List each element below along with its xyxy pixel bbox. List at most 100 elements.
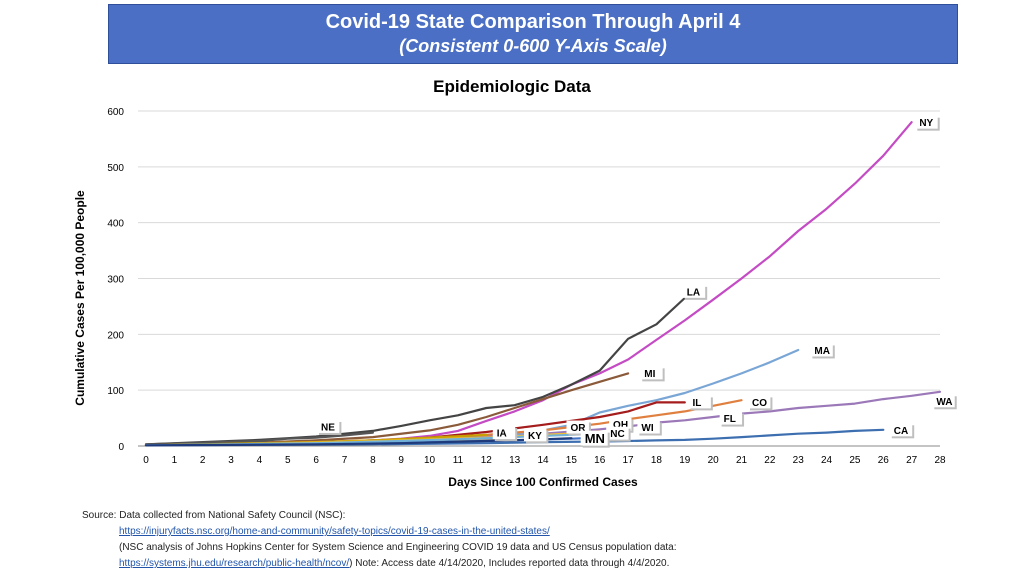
source-link-jhu[interactable]: https://systems.jhu.edu/research/public-… (119, 558, 350, 569)
data-label-box (640, 366, 663, 380)
x-tick-label: 13 (509, 455, 521, 466)
data-label-text: LA (687, 287, 700, 298)
x-tick-label: 22 (764, 455, 776, 466)
y-tick-label: 600 (107, 107, 124, 118)
data-label-text: NY (919, 118, 933, 129)
data-label-box (566, 420, 589, 434)
x-tick-label: 6 (313, 455, 319, 466)
x-tick-label: 10 (424, 455, 436, 466)
x-tick-label: 19 (679, 455, 691, 466)
source-link-nsc[interactable]: https://injuryfacts.nsc.org/home-and-com… (119, 526, 550, 537)
y-tick-label: 0 (118, 442, 124, 453)
source-note-text: ) Note: Access date 4/14/2020, Includes … (349, 558, 670, 569)
y-axis-label: Cumulative Cases Per 100,000 People (73, 190, 87, 406)
data-label-box (637, 420, 660, 434)
x-tick-label: 27 (906, 455, 918, 466)
x-tick-label: 2 (200, 455, 206, 466)
series-labels: NY LA MA MI IL CO WA CA NE IA KY OR OH FL WI NC MN (316, 115, 957, 448)
x-tick-label: 12 (481, 455, 493, 466)
data-label-box (932, 394, 955, 408)
data-label-ma: MA (810, 343, 835, 359)
x-tick-label: 9 (398, 455, 404, 466)
source-line-2: (NSC analysis of Johns Hopkins Center fo… (119, 542, 677, 553)
data-label-box (606, 426, 629, 440)
data-label-text: MA (814, 346, 830, 357)
data-label-box (523, 428, 547, 442)
y-tick-label: 300 (107, 275, 124, 286)
data-label-ia: IA (492, 426, 518, 442)
data-label-box (915, 115, 938, 129)
series-line-ca (144, 428, 885, 447)
data-label-text: WI (641, 423, 653, 434)
chart-title: Epidemiologic Data (433, 77, 591, 96)
line-chart: Epidemiologic Data 0 100 200 300 400 500 600 0 1… (73, 77, 957, 489)
data-label-text: KY (528, 431, 542, 442)
x-tick-label: 25 (849, 455, 861, 466)
series-lines (144, 121, 942, 447)
data-label-text: FL (724, 414, 736, 425)
x-tick-label: 0 (143, 455, 149, 466)
banner-title: Covid-19 State Comparison Through April … (325, 11, 741, 33)
x-axis-label: Days Since 100 Confirmed Cases (448, 475, 638, 489)
source-line-1: Source: Data collected from National Saf… (82, 510, 346, 521)
x-tick-label: 7 (342, 455, 348, 466)
data-label-la: LA (682, 284, 708, 300)
data-label-text: NE (321, 422, 335, 433)
y-tick-label: 200 (107, 330, 124, 341)
data-label-text: MN (585, 431, 605, 446)
data-label-text: IL (692, 398, 701, 409)
x-tick-label: 21 (736, 455, 748, 466)
x-tick-label: 15 (566, 455, 578, 466)
data-label-text: CA (894, 426, 908, 437)
data-label-text: CO (752, 398, 767, 409)
x-tick-label: 17 (623, 455, 635, 466)
data-label-box (688, 395, 711, 409)
x-tick-label: 28 (934, 455, 946, 466)
data-label-text: MI (644, 369, 655, 380)
x-tick-label: 16 (594, 455, 606, 466)
y-tick-label: 400 (107, 219, 124, 230)
x-tick-label: 18 (651, 455, 663, 466)
data-label-text: WA (936, 397, 952, 408)
data-label-box (748, 395, 771, 409)
y-tick-label: 100 (107, 386, 124, 397)
data-label-wa: WA (932, 394, 957, 410)
data-label-text: OR (571, 423, 587, 434)
y-tick-label: 500 (107, 163, 124, 174)
x-tick-label: 3 (228, 455, 234, 466)
data-label-ny: NY (915, 115, 940, 131)
data-label-ne: NE (316, 419, 342, 435)
x-tick-label: 14 (537, 455, 549, 466)
data-label-box (316, 419, 340, 433)
data-label-nc: NC (606, 426, 631, 442)
data-label-co: CO (748, 395, 773, 411)
data-label-fl: FL (719, 411, 745, 427)
x-tick-label: 20 (708, 455, 720, 466)
data-label-box (810, 343, 833, 357)
x-tick-label: 24 (821, 455, 833, 466)
banner-subtitle: (Consistent 0-600 Y-Axis Scale) (399, 36, 667, 56)
data-label-wi: WI (637, 420, 662, 436)
x-tick-label: 8 (370, 455, 376, 466)
source-note: Source: Data collected from National Saf… (82, 508, 942, 572)
x-tick-label: 23 (793, 455, 805, 466)
data-label-text: IA (497, 429, 507, 440)
data-label-box (492, 426, 516, 440)
data-label-mn: MN (580, 430, 610, 448)
series-line-ny (144, 121, 913, 447)
data-label-text: OH (613, 420, 628, 431)
x-tick-label: 5 (285, 455, 291, 466)
x-tick-label: 1 (172, 455, 178, 466)
gridlines (138, 110, 940, 447)
data-label-mi: MI (640, 366, 665, 382)
data-label-il: IL (688, 395, 713, 411)
x-tick-label: 4 (257, 455, 263, 466)
data-label-ky: KY (523, 428, 549, 444)
series-line-ne (144, 431, 374, 446)
title-banner: Covid-19 State Comparison Through April … (108, 4, 958, 64)
data-label-ca: CA (889, 423, 915, 439)
data-label-text: NC (610, 429, 624, 440)
x-tick-label: 26 (878, 455, 890, 466)
data-label-box (719, 411, 743, 425)
